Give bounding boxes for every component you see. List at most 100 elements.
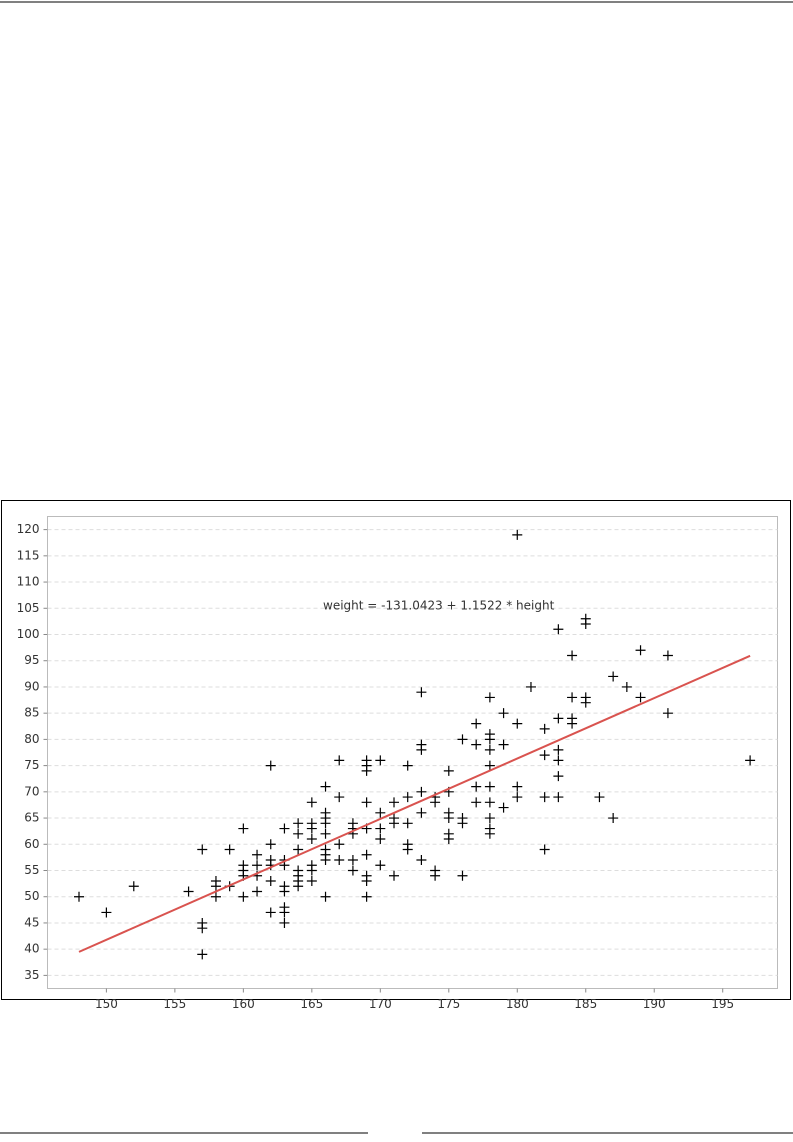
data-point bbox=[430, 797, 441, 808]
data-point bbox=[238, 891, 249, 902]
data-point bbox=[553, 792, 564, 803]
y-tick-label: 105 bbox=[17, 601, 40, 615]
data-point bbox=[567, 650, 578, 661]
data-point bbox=[662, 650, 673, 661]
data-point bbox=[457, 734, 468, 745]
data-point bbox=[484, 692, 495, 703]
data-point bbox=[635, 692, 646, 703]
data-point bbox=[539, 844, 550, 855]
y-tick-label: 100 bbox=[17, 627, 40, 641]
data-point bbox=[347, 855, 358, 866]
y-tick-label: 85 bbox=[24, 706, 39, 720]
data-point bbox=[101, 907, 112, 918]
y-tick-label: 50 bbox=[24, 889, 39, 903]
data-point bbox=[306, 834, 317, 845]
data-point bbox=[252, 860, 263, 871]
data-point bbox=[306, 797, 317, 808]
data-point bbox=[484, 828, 495, 839]
chart: 35 40 45 50 55 60 65 70 75 80 85 90 95 100 105 110 115 12… bbox=[17, 522, 778, 1011]
data-point bbox=[443, 813, 454, 824]
x-tick-label: 150 bbox=[95, 997, 118, 1011]
y-tick-label: 35 bbox=[24, 968, 39, 982]
data-point bbox=[416, 807, 427, 818]
data-point bbox=[402, 792, 413, 803]
data-point bbox=[320, 828, 331, 839]
data-point bbox=[306, 875, 317, 886]
data-point bbox=[484, 744, 495, 755]
y-tick-label: 65 bbox=[24, 811, 39, 825]
data-point bbox=[334, 855, 345, 866]
regression-line bbox=[78, 654, 751, 953]
data-point bbox=[608, 813, 619, 824]
data-point bbox=[361, 765, 372, 776]
data-point bbox=[375, 755, 386, 766]
data-point bbox=[539, 792, 550, 803]
data-point bbox=[553, 771, 564, 782]
y-tick-label: 60 bbox=[24, 837, 39, 851]
x-tick-label: 190 bbox=[643, 997, 666, 1011]
data-point bbox=[265, 760, 276, 771]
data-point bbox=[197, 949, 208, 960]
data-point bbox=[402, 818, 413, 829]
data-point bbox=[347, 865, 358, 876]
data-point bbox=[320, 891, 331, 902]
data-point bbox=[252, 886, 263, 897]
x-tick-label: 180 bbox=[506, 997, 529, 1011]
data-point bbox=[320, 855, 331, 866]
data-point bbox=[416, 687, 427, 698]
data-point bbox=[224, 844, 235, 855]
data-point bbox=[320, 781, 331, 792]
x-tick-label: 195 bbox=[711, 997, 734, 1011]
data-point bbox=[238, 823, 249, 834]
data-point bbox=[402, 760, 413, 771]
data-point bbox=[128, 881, 139, 892]
data-point bbox=[279, 823, 290, 834]
y-tick-label: 70 bbox=[24, 784, 39, 798]
data-point bbox=[402, 844, 413, 855]
data-point bbox=[553, 755, 564, 766]
data-point bbox=[553, 624, 564, 635]
y-tick-label: 55 bbox=[24, 863, 39, 877]
annotation: weight = -131.0423 + 1.1522 * height bbox=[323, 599, 555, 613]
data-point bbox=[416, 744, 427, 755]
data-point bbox=[471, 781, 482, 792]
data-point bbox=[512, 792, 523, 803]
data-point bbox=[471, 718, 482, 729]
y-tick-label: 95 bbox=[24, 653, 39, 667]
data-point bbox=[567, 692, 578, 703]
x-tick-label: 175 bbox=[437, 997, 460, 1011]
data-point bbox=[361, 797, 372, 808]
data-point bbox=[197, 844, 208, 855]
data-point bbox=[293, 818, 304, 829]
data-point bbox=[443, 834, 454, 845]
data-point bbox=[662, 708, 673, 719]
data-point bbox=[745, 755, 756, 766]
x-tick-label: 170 bbox=[369, 997, 392, 1011]
data-point bbox=[430, 870, 441, 881]
data-point bbox=[375, 823, 386, 834]
data-point bbox=[580, 697, 591, 708]
data-point bbox=[252, 849, 263, 860]
data-point bbox=[512, 529, 523, 540]
y-tick-label: 45 bbox=[24, 915, 39, 929]
data-point bbox=[608, 671, 619, 682]
data-point bbox=[443, 765, 454, 776]
data-point bbox=[416, 855, 427, 866]
data-point bbox=[539, 750, 550, 761]
data-point bbox=[525, 681, 536, 692]
y-tick-label: 110 bbox=[17, 575, 40, 589]
data-point bbox=[484, 760, 495, 771]
data-point bbox=[484, 734, 495, 745]
data-point bbox=[375, 860, 386, 871]
data-point bbox=[389, 818, 400, 829]
data-point bbox=[265, 907, 276, 918]
data-point bbox=[553, 744, 564, 755]
data-point bbox=[334, 792, 345, 803]
data-point bbox=[553, 713, 564, 724]
data-point bbox=[484, 781, 495, 792]
data-point bbox=[361, 875, 372, 886]
data-point bbox=[320, 818, 331, 829]
data-point bbox=[265, 839, 276, 850]
